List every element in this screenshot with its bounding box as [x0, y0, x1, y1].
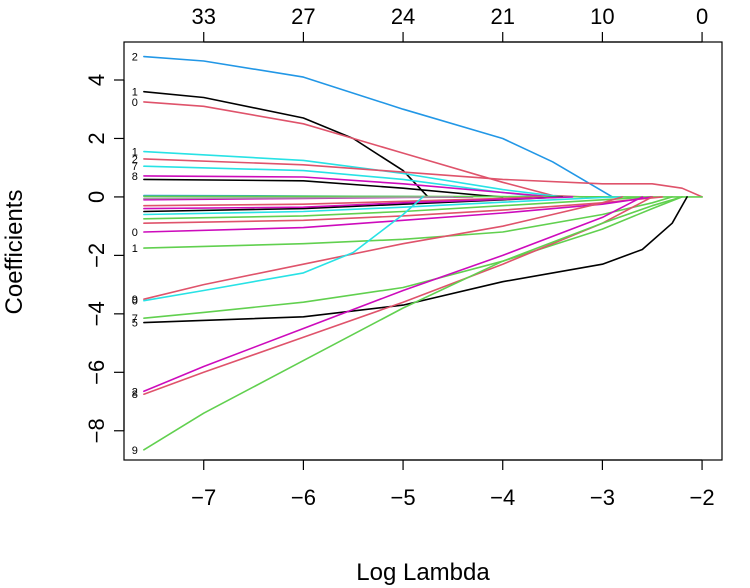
series-end-label-21: 0	[132, 296, 138, 308]
series-line-16	[143, 196, 653, 220]
series-line-23	[143, 196, 688, 324]
series-end-label-6: 8	[132, 171, 138, 183]
x-tick-label: −2	[690, 485, 715, 510]
series-line-21	[143, 196, 424, 302]
series-line-6	[143, 175, 554, 198]
y-tick-label: −8	[84, 418, 109, 443]
series-end-label-19: 1	[132, 243, 138, 255]
series-end-label-18: 0	[132, 227, 138, 239]
series-line-10	[143, 195, 703, 198]
series-line-1	[143, 90, 429, 198]
y-tick-label: −4	[84, 301, 109, 326]
series-end-label-5: 7	[132, 161, 138, 173]
x-tick-label: −5	[391, 485, 416, 510]
bottom-axis: −7 −6 −5 −4 −3 −2	[191, 459, 715, 510]
series-line-20	[143, 196, 624, 300]
series-line-14	[143, 196, 574, 210]
series-end-label-20: 9	[132, 294, 138, 306]
series-line-2	[143, 101, 584, 198]
series-end-label-22: 7	[132, 313, 138, 325]
series-layer	[143, 55, 703, 451]
series-line-0	[143, 55, 614, 198]
series-line-18	[143, 196, 653, 233]
series-end-label-24: 2	[132, 386, 138, 398]
left-axis: −8 −6 −4 −2 0 2 4	[84, 74, 125, 443]
top-tick-label: 24	[391, 4, 415, 29]
series-end-label-4: 2	[132, 154, 138, 166]
y-tick-label: 0	[84, 191, 109, 203]
top-axis: 33 27 24 21 10 0	[191, 4, 708, 43]
series-end-label-1: 1	[132, 87, 138, 99]
y-tick-label: −6	[84, 360, 109, 385]
top-tick-label: 21	[490, 4, 514, 29]
series-line-15	[143, 196, 624, 216]
top-tick-label: 27	[291, 4, 315, 29]
x-tick-label: −4	[490, 485, 515, 510]
series-end-label-0: 2	[132, 52, 138, 64]
series-line-19	[143, 196, 673, 249]
series-end-label-26: 9	[132, 445, 138, 457]
series-line-17	[143, 196, 663, 224]
x-tick-label: −6	[291, 485, 316, 510]
series-line-22	[143, 196, 683, 319]
series-line-4	[143, 158, 703, 198]
series-line-12	[143, 196, 544, 207]
y-tick-label: 2	[84, 132, 109, 144]
plot-frame	[123, 41, 723, 461]
series-line-3	[143, 150, 564, 198]
x-tick-label: −7	[191, 485, 216, 510]
x-axis-title: Log Lambda	[356, 559, 490, 586]
top-tick-label: 33	[191, 4, 215, 29]
y-axis-title: Coefficients	[1, 190, 28, 315]
series-end-label-25: 8	[132, 389, 138, 401]
series-end-label-23: 5	[132, 318, 138, 330]
series-line-5	[143, 165, 544, 198]
series-end-label-2: 0	[132, 97, 138, 109]
x-tick-label: −3	[590, 485, 615, 510]
y-tick-label: −2	[84, 243, 109, 268]
top-tick-label: 0	[696, 4, 708, 29]
y-tick-label: 4	[84, 74, 109, 86]
series-line-25	[143, 196, 653, 395]
series-line-11	[143, 196, 454, 200]
top-tick-label: 10	[590, 4, 614, 29]
series-end-label-3: 1	[132, 147, 138, 159]
series-line-24	[143, 196, 644, 393]
series-line-26	[143, 196, 683, 451]
